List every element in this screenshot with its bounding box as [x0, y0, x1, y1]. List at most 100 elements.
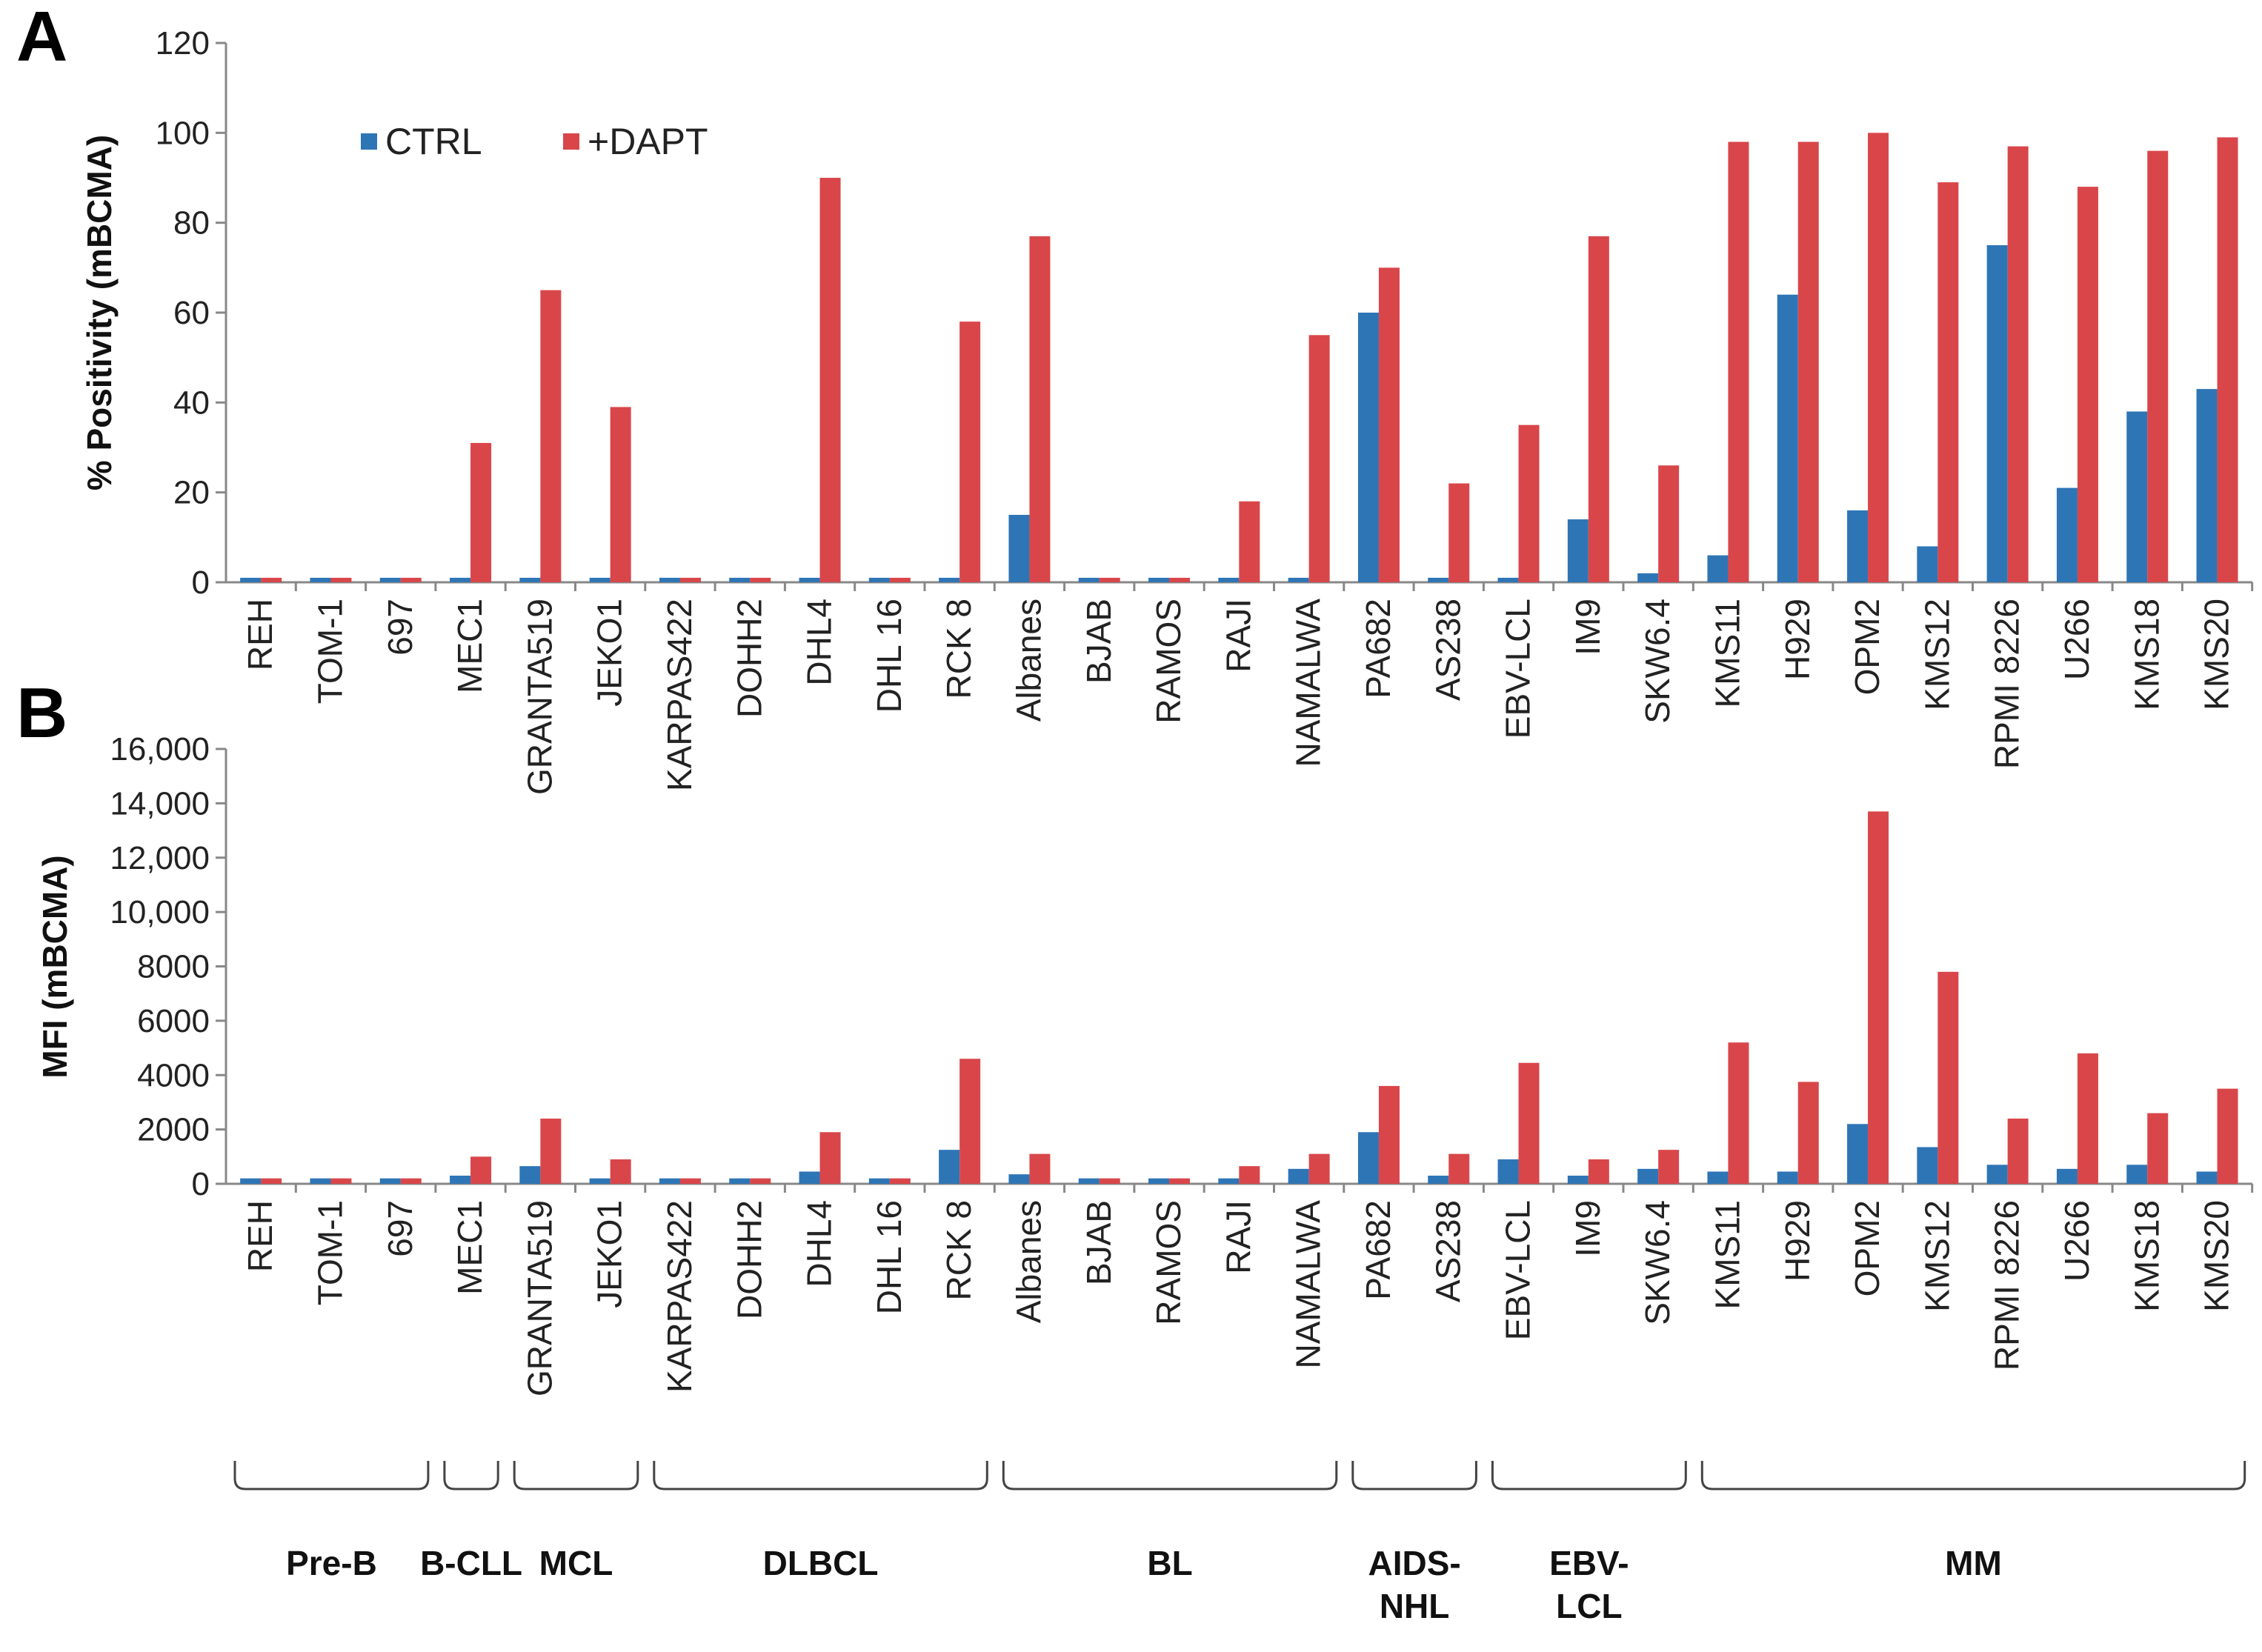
- y-tick-label: 12,000: [110, 840, 210, 876]
- dapt-bar-kms20: [2217, 1088, 2238, 1184]
- category-label: AS238: [1428, 599, 1467, 701]
- category-label: JEKO1: [591, 1200, 629, 1308]
- ctrl-bar-dohh2: [729, 1178, 751, 1184]
- category-label: GRANTA519: [520, 1200, 559, 1396]
- panel-b-bars: [240, 811, 2238, 1184]
- dapt-bar-697: [400, 577, 422, 582]
- panel-b-y-axis: 0 2000 4000 6000 8000 10,000 12,000 14,000 16,00…: [110, 731, 226, 1202]
- dapt-bar-karpas422: [679, 1178, 701, 1184]
- panel-a-categories: REH TOM-1 697 MEC1 GRANTA519 JEKO1 KARPAS422 DO…: [241, 582, 2254, 795]
- category-label: Albanes: [1009, 599, 1048, 722]
- y-tick-label: 60: [173, 295, 210, 331]
- ctrl-bar-jeko1: [589, 1178, 611, 1184]
- category-label: H929: [1778, 1200, 1817, 1282]
- dapt-bar-reh: [261, 577, 282, 582]
- category-label: RAJI: [1219, 599, 1257, 673]
- ctrl-bar-raji: [1218, 577, 1240, 582]
- dapt-bar-ebv-lcl: [1518, 1062, 1540, 1184]
- dapt-bar-granta519: [540, 1118, 562, 1184]
- dapt-bar-kms12: [1937, 971, 1959, 1184]
- ctrl-bar-dhl-16: [868, 1178, 890, 1184]
- ctrl-bar-ebv-lcl: [1497, 577, 1519, 582]
- dapt-bar-im9: [1588, 1159, 1609, 1184]
- dapt-bar-u266: [2077, 1053, 2098, 1184]
- ctrl-bar-rpmi-8226: [1986, 1165, 2008, 1184]
- dapt-bar-h929: [1797, 1082, 1819, 1184]
- ctrl-bar-bjab: [1078, 1178, 1100, 1184]
- y-tick-label: 10,000: [110, 894, 210, 930]
- category-label: RAMOS: [1149, 1200, 1188, 1325]
- category-label: KMS18: [2127, 599, 2166, 710]
- y-tick-label: 80: [173, 205, 210, 242]
- category-label: H929: [1778, 599, 1817, 680]
- group-brace: [513, 1461, 639, 1491]
- category-label: OPM2: [1848, 1200, 1886, 1296]
- ctrl-bar-kms11: [1707, 555, 1729, 582]
- ctrl-bar-albanes: [1008, 515, 1030, 582]
- dapt-bar-granta519: [540, 290, 562, 582]
- group-brace: [1491, 1461, 1687, 1491]
- category-label: KARPAS422: [660, 1200, 699, 1393]
- dapt-bar-jeko1: [610, 407, 631, 582]
- group-label: Pre-B: [286, 1544, 377, 1582]
- dapt-bar-dhl-16: [889, 577, 911, 582]
- ctrl-bar-pa682: [1357, 1132, 1379, 1184]
- category-label: SKW6.4: [1638, 599, 1677, 724]
- ctrl-bar-697: [379, 577, 401, 582]
- category-label: KARPAS422: [660, 599, 699, 791]
- ctrl-bar-bjab: [1078, 577, 1100, 582]
- ctrl-bar-dhl4: [799, 577, 820, 582]
- panel-b-categories: REH TOM-1 697 MEC1 GRANTA519 JEKO1 KARPAS422 DO…: [241, 1184, 2254, 1396]
- legend-dapt-swatch: [563, 133, 579, 150]
- ctrl-bar-raji: [1218, 1178, 1240, 1184]
- ctrl-bar-ramos: [1148, 577, 1170, 582]
- ctrl-bar-karpas422: [659, 1178, 680, 1184]
- category-label: GRANTA519: [520, 599, 559, 795]
- dapt-bar-kms11: [1728, 1042, 1749, 1184]
- ctrl-bar-rpmi-8226: [1986, 245, 2008, 582]
- dapt-bar-raji: [1239, 1166, 1260, 1184]
- group-brace: [653, 1461, 988, 1491]
- dapt-bar-im9: [1588, 236, 1609, 582]
- dapt-bar-dohh2: [750, 1178, 771, 1184]
- panel-a-label: A: [16, 0, 67, 76]
- ctrl-bar-im9: [1567, 1175, 1589, 1184]
- dapt-bar-ramos: [1169, 1178, 1191, 1184]
- ctrl-bar-kms20: [2196, 1171, 2218, 1184]
- panel-a-y-axis-title: % Positivity (mBCMA): [80, 135, 119, 490]
- group-label: BL: [1147, 1544, 1192, 1582]
- category-label: KMS11: [1708, 599, 1746, 707]
- group-brace: [233, 1461, 430, 1491]
- dapt-bar-raji: [1239, 501, 1260, 582]
- dapt-bar-h929: [1797, 141, 1819, 582]
- category-label: SKW6.4: [1638, 1200, 1677, 1325]
- ctrl-bar-697: [379, 1178, 401, 1184]
- category-label: IM9: [1569, 1200, 1607, 1257]
- category-label: DHL 16: [870, 599, 908, 713]
- category-label: TOM-1: [310, 599, 349, 704]
- category-label: NAMALWA: [1289, 1200, 1328, 1369]
- dapt-bar-bjab: [1099, 577, 1120, 582]
- ctrl-bar-rck-8: [939, 1150, 960, 1184]
- ctrl-bar-reh: [240, 1178, 262, 1184]
- category-label: DHL 16: [870, 1200, 908, 1314]
- group-label: EBV-LCL: [1549, 1544, 1629, 1625]
- y-tick-label: 0: [192, 1166, 210, 1202]
- ctrl-bar-albanes: [1008, 1174, 1030, 1184]
- ctrl-bar-kms20: [2196, 389, 2218, 582]
- category-label: REH: [241, 599, 279, 670]
- y-tick-label: 2000: [137, 1112, 210, 1148]
- ctrl-bar-granta519: [519, 1166, 541, 1184]
- category-label: Albanes: [1009, 1200, 1048, 1323]
- panel-b-y-axis-title: MFI (mBCMA): [36, 855, 74, 1079]
- ctrl-bar-skw6-4: [1637, 1168, 1659, 1184]
- ctrl-bar-jeko1: [589, 577, 611, 582]
- dapt-bar-mec1: [470, 442, 492, 582]
- dapt-bar-reh: [261, 1178, 282, 1184]
- dapt-bar-dohh2: [750, 577, 771, 582]
- category-label: KMS11: [1708, 1200, 1746, 1309]
- dapt-bar-kms18: [2147, 1113, 2169, 1184]
- ctrl-bar-h929: [1777, 1171, 1798, 1184]
- category-label: RPMI 8226: [1988, 1200, 2026, 1370]
